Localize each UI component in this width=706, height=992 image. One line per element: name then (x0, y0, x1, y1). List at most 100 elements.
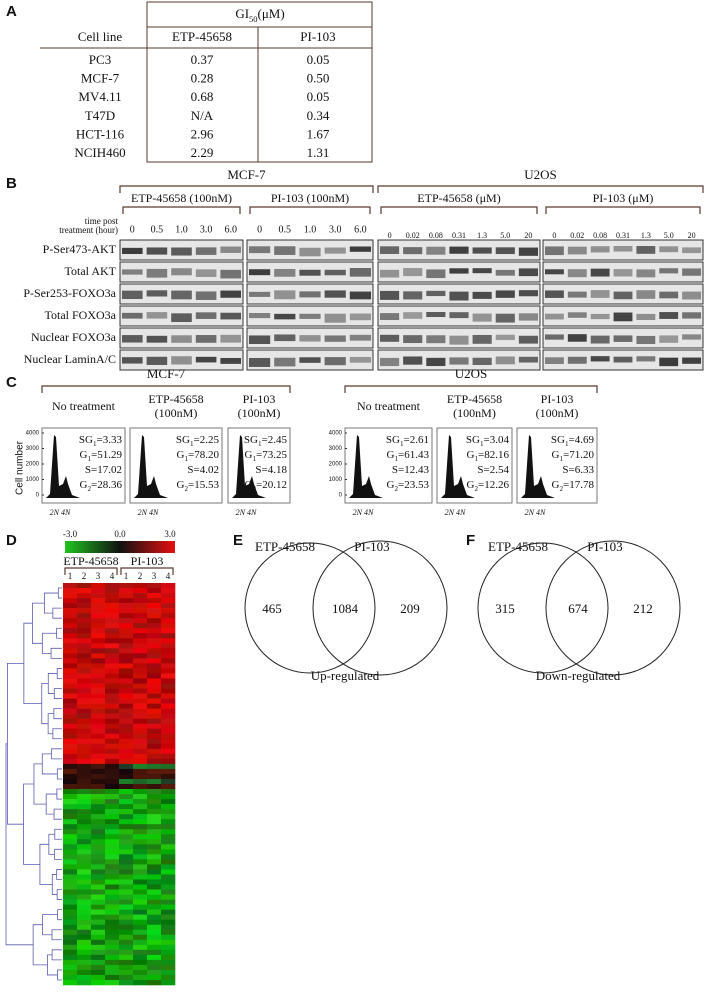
heatmap-cell (91, 688, 106, 694)
heatmap-cell (133, 763, 148, 770)
heatmap-cell (119, 979, 134, 986)
heatmap-cell (147, 799, 162, 805)
text-part: = (484, 464, 490, 476)
heatmap-cell (77, 743, 92, 750)
blot-band (349, 268, 371, 277)
heatmap-cell (161, 618, 176, 624)
heatmap-cell (91, 768, 106, 775)
heatmap-cell (105, 834, 120, 840)
heatmap-cell (119, 593, 134, 599)
text-part: SG (551, 434, 565, 446)
heatmap-cell (133, 723, 148, 730)
heatmap-cell (133, 844, 148, 850)
treatment-bracket (249, 206, 371, 214)
heatmap-cell (147, 849, 162, 855)
panel-letter: D (6, 532, 17, 549)
heatmap-cell (91, 708, 106, 714)
blot-band (518, 335, 538, 344)
dendrogram-link (47, 954, 58, 976)
heatmap-cell (91, 678, 106, 684)
heatmap-cell (105, 593, 120, 599)
heatmap-cell (91, 959, 106, 966)
blot-band (613, 269, 633, 277)
heatmap-cell (63, 874, 78, 880)
heatmap-cell (147, 708, 162, 714)
blot-band (274, 357, 296, 367)
dendrogram-link (51, 748, 62, 760)
venn-count: 674 (568, 601, 588, 616)
condition-label: (100nM) (453, 406, 496, 420)
heatmap-cell (133, 618, 148, 624)
cell-line-title: MCF-7 (227, 167, 266, 182)
blot-band (220, 246, 241, 253)
dendrogram-link (52, 728, 62, 740)
blot-band (403, 312, 423, 319)
blot-band (249, 269, 271, 276)
heatmap-cell (105, 758, 120, 765)
text-part: S (392, 464, 398, 476)
heatmap-cell (161, 839, 176, 845)
heatmap-cell (105, 598, 120, 604)
blot-band (636, 246, 656, 254)
blot-band (567, 291, 587, 298)
heatmap-cell (119, 819, 134, 825)
cell-cycle-stat: G1=51.29 (80, 449, 123, 463)
heatmap-cell (119, 743, 134, 750)
heatmap-cell (133, 929, 148, 936)
blot-band (403, 335, 423, 344)
heatmap-cell (119, 738, 134, 745)
heatmap-cell (161, 703, 176, 709)
blot-band (403, 291, 423, 300)
heatmap-cell (77, 954, 92, 961)
blot-band (659, 357, 679, 367)
heatmap-cell (91, 698, 106, 704)
heatmap-cell (77, 653, 92, 659)
heatmap-cell (133, 588, 148, 594)
heatmap-cell (161, 864, 176, 870)
heatmap-cell (77, 593, 92, 599)
heatmap-cell (63, 929, 78, 936)
heatmap-cell (105, 964, 120, 971)
heatmap-cell (119, 588, 134, 594)
cell-line-name: MV4.11 (78, 89, 121, 104)
heatmap-cell (91, 939, 106, 946)
heatmap-cell (133, 949, 148, 956)
heatmap-cell (105, 748, 120, 755)
heatmap-cell (63, 899, 78, 905)
heatmap-cell (119, 974, 134, 981)
heatmap-cell (133, 693, 148, 699)
heatmap-cell (63, 964, 78, 971)
cell-cycle-stat: G2=12.26 (467, 479, 510, 493)
heatmap-cell (63, 939, 78, 946)
heatmap-cell (105, 959, 120, 966)
blot-band (449, 357, 469, 365)
heatmap-cell (147, 753, 162, 760)
subscript: 2 (252, 485, 256, 493)
heatmap-cell (77, 964, 92, 971)
heatmap-cell (105, 849, 120, 855)
blot-band (613, 312, 633, 322)
heatmap-cell (133, 829, 148, 835)
heatmap-cell (119, 919, 134, 925)
time-point: 5.0 (664, 231, 674, 240)
heatmap-cell (91, 693, 106, 699)
heatmap-cell (119, 804, 134, 810)
heatmap-cell (161, 944, 176, 951)
blot-band (590, 335, 610, 344)
heatmap-cell (161, 608, 176, 614)
heatmap-cell (105, 643, 120, 649)
heatmap-cell (63, 884, 78, 890)
heatmap-cell (119, 879, 134, 885)
dendrogram-link (52, 607, 62, 619)
heatmap-cell (105, 648, 120, 654)
heatmap-cell (119, 768, 134, 775)
heatmap-cell (63, 763, 78, 770)
panel-letter: C (6, 374, 17, 391)
heatmap-cell (133, 954, 148, 961)
replicate-label: 2 (138, 571, 143, 581)
text-part: = (91, 479, 97, 491)
heatmap-cell (133, 889, 148, 895)
heatmap-cell (147, 939, 162, 946)
heatmap-cell (119, 748, 134, 755)
blot-band (682, 291, 701, 300)
